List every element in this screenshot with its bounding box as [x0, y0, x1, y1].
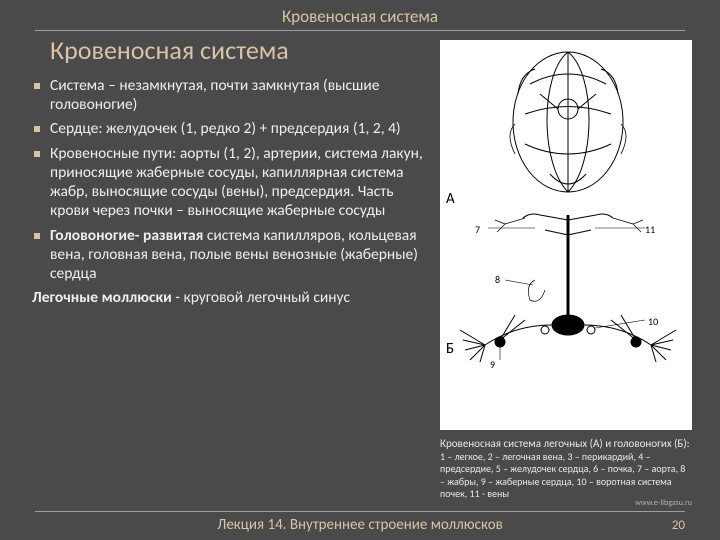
paragraph-5-bold: Легочные моллюски [32, 288, 172, 307]
page-number: 20 [672, 518, 685, 533]
slide: Кровеносная система Кровеносная система … [0, 0, 720, 540]
source-label: www.e-libgasu.ru [635, 498, 692, 508]
figure-panel: А Б 7 11 8 10 9 [440, 40, 692, 430]
caption-lead: Кровеносная система легочных (А) и голов… [440, 437, 690, 450]
bullet-3: Кровеносные пути: аорты (1, 2), артерии,… [32, 144, 430, 221]
figure-caption: Кровеносная система легочных (А) и голов… [440, 437, 692, 501]
bullet-4-bold: Головоногие- развитая [50, 226, 203, 245]
figure-num-11: 11 [645, 223, 655, 236]
figure-num-10: 10 [648, 315, 658, 328]
bullet-1: Система – незамкнутая, почти замкнутая (… [32, 76, 430, 114]
caption-rest: 1 – легкое, 2 – легочная вена, 3 – перик… [440, 450, 685, 501]
figure-num-9: 9 [490, 358, 495, 371]
paragraph-5-rest: - круговой легочный синус [172, 288, 350, 307]
body-text: Система – незамкнутая, почти замкнутая (… [32, 76, 430, 312]
bottom-divider [35, 511, 685, 512]
top-divider [35, 30, 685, 31]
figure-label-a: А [446, 190, 455, 208]
figure-label-b: Б [446, 340, 454, 358]
slide-title: Кровеносная система [50, 34, 289, 66]
paragraph-5: Легочные моллюски - круговой легочный си… [32, 288, 430, 307]
figure-a-svg [490, 44, 645, 199]
lecture-footer: Лекция 14. Внутреннее строение моллюсков [0, 516, 720, 534]
bullet-2: Сердце: желудочек (1, редко 2) + предсер… [32, 119, 430, 138]
figure-num-8: 8 [495, 273, 500, 286]
figure-num-7: 7 [475, 223, 480, 236]
bullet-4: Головоногие- развитая система капилляров… [32, 226, 430, 284]
header-subtitle: Кровеносная система [0, 6, 720, 27]
